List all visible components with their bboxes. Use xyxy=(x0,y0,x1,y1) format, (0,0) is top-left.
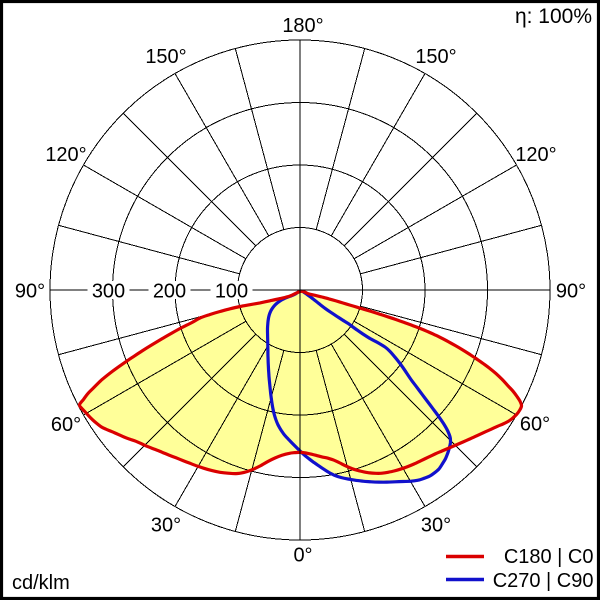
svg-text:60°: 60° xyxy=(51,414,81,436)
svg-text:180°: 180° xyxy=(282,15,323,37)
svg-text:120°: 120° xyxy=(45,144,86,166)
svg-text:90°: 90° xyxy=(556,281,586,303)
svg-text:30°: 30° xyxy=(151,515,181,537)
svg-text:C270 | C90: C270 | C90 xyxy=(493,570,594,592)
svg-text:cd/klm: cd/klm xyxy=(12,572,70,594)
svg-text:120°: 120° xyxy=(515,144,556,166)
svg-text:η: 100%: η: 100% xyxy=(515,5,592,28)
svg-text:90°: 90° xyxy=(15,281,45,303)
svg-text:C180 | C0: C180 | C0 xyxy=(504,546,594,568)
svg-text:300: 300 xyxy=(92,280,125,302)
svg-text:0°: 0° xyxy=(293,545,312,567)
svg-text:60°: 60° xyxy=(520,414,550,436)
svg-text:150°: 150° xyxy=(145,46,186,68)
svg-text:200: 200 xyxy=(153,280,186,302)
svg-text:150°: 150° xyxy=(415,46,456,68)
svg-text:30°: 30° xyxy=(421,515,451,537)
svg-text:100: 100 xyxy=(215,280,248,302)
